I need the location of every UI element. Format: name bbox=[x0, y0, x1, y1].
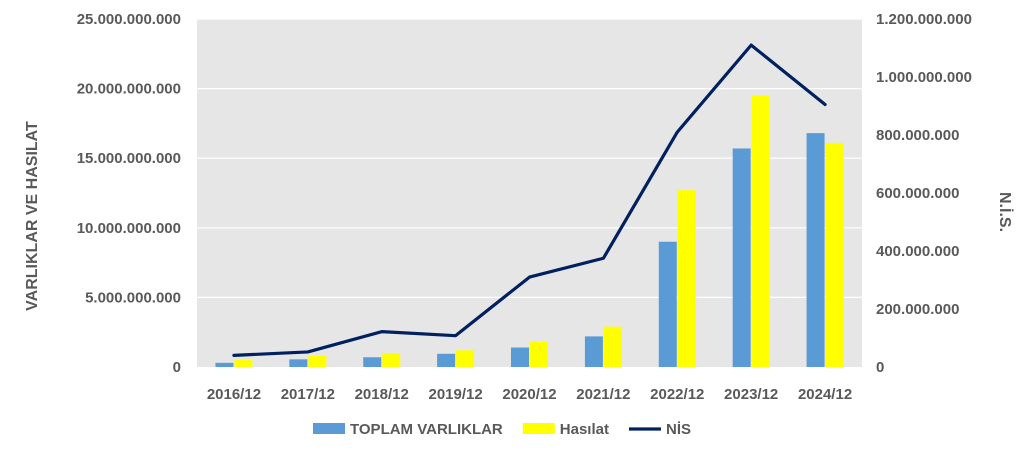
y2-tick-label: 800.000.000 bbox=[876, 127, 959, 144]
y2-tick-label: 200.000.000 bbox=[876, 301, 959, 318]
bar bbox=[437, 353, 456, 367]
gridlines bbox=[197, 18, 862, 298]
bar bbox=[825, 142, 844, 367]
legend-swatch bbox=[313, 423, 345, 434]
bar bbox=[289, 359, 308, 367]
bar bbox=[584, 336, 603, 367]
x-tick-label: 2019/12 bbox=[428, 386, 482, 403]
bar bbox=[511, 347, 529, 367]
bar bbox=[363, 357, 382, 367]
x-axis-ticks: 2016/12 2017/12 2018/12 2019/12 2020/12 2021/… bbox=[207, 386, 852, 403]
y-tick-label: 20.000.000.000 bbox=[77, 81, 181, 98]
y2-tick-label: 1.200.000.000 bbox=[876, 11, 972, 28]
bar bbox=[456, 350, 475, 367]
y-tick-label: 5.000.000.000 bbox=[85, 289, 181, 306]
bar bbox=[215, 362, 234, 367]
legend-label: NİS bbox=[666, 421, 691, 438]
right-axis-ticks: 0 200.000.000 400.000.000 600.000.000 800.00… bbox=[876, 11, 972, 376]
bar bbox=[603, 326, 622, 367]
y-axis-title: VARLIKLAR VE HASILAT bbox=[24, 121, 41, 311]
x-tick-label: 2017/12 bbox=[281, 386, 335, 403]
bar bbox=[732, 148, 751, 367]
y-tick-label: 15.000.000.000 bbox=[77, 150, 181, 167]
legend: TOPLAM VARLIKLAR Hasılat NİS bbox=[313, 421, 691, 438]
line-series-path bbox=[232, 43, 827, 357]
legend-swatch bbox=[522, 423, 555, 434]
bar bbox=[658, 241, 677, 367]
bar bbox=[677, 190, 696, 367]
y2-tick-label: 0 bbox=[876, 359, 884, 376]
y2-axis-title: N.İ.S. bbox=[996, 192, 1014, 232]
bar bbox=[530, 341, 548, 367]
bar bbox=[806, 133, 825, 367]
y2-tick-label: 1.000.000.000 bbox=[876, 69, 972, 86]
x-tick-label: 2018/12 bbox=[355, 386, 409, 403]
legend-label: TOPLAM VARLIKLAR bbox=[350, 421, 503, 438]
bar bbox=[234, 360, 253, 367]
x-tick-label: 2020/12 bbox=[502, 386, 556, 403]
bar bbox=[308, 355, 327, 367]
y-tick-label: 25.000.000.000 bbox=[77, 11, 181, 28]
left-axis-ticks: 0 5.000.000.000 10.000.000.000 15.000.000.0… bbox=[77, 11, 181, 376]
x-tick-label: 2021/12 bbox=[576, 386, 630, 403]
y2-tick-label: 600.000.000 bbox=[876, 185, 959, 202]
bar-series bbox=[215, 95, 844, 367]
y-tick-label: 10.000.000.000 bbox=[77, 220, 181, 237]
y2-tick-label: 400.000.000 bbox=[876, 243, 959, 260]
plot-area bbox=[197, 19, 862, 367]
x-tick-label: 2024/12 bbox=[798, 386, 852, 403]
x-tick-label: 2023/12 bbox=[724, 386, 778, 403]
bar bbox=[751, 95, 770, 367]
x-tick-label: 2016/12 bbox=[207, 386, 261, 403]
y-tick-label: 0 bbox=[173, 359, 181, 376]
line-series bbox=[232, 43, 827, 357]
bar bbox=[382, 353, 401, 367]
x-tick-label: 2022/12 bbox=[650, 386, 704, 403]
legend-label: Hasılat bbox=[560, 421, 609, 438]
